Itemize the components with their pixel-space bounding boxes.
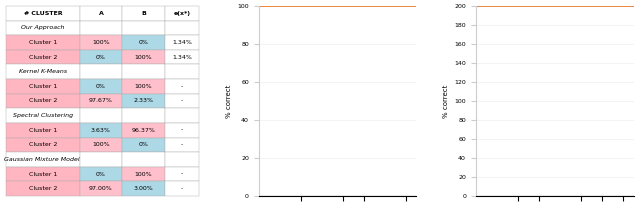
Y-axis label: % correct: % correct	[443, 84, 449, 118]
Y-axis label: % correct: % correct	[226, 84, 232, 118]
